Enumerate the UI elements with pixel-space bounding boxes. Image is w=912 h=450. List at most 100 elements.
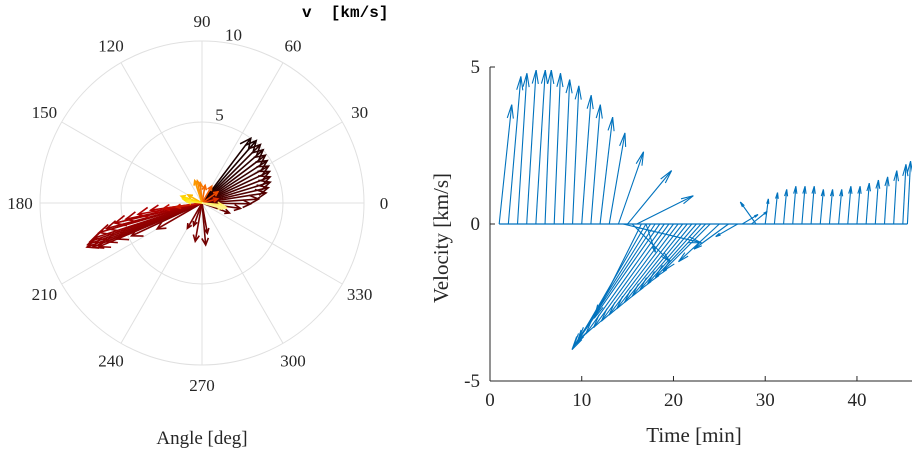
angle-tick-label: 150 [32,103,58,122]
feather-vector [906,161,912,225]
feather-vector-head [766,198,770,204]
compass-arrow-head [251,148,265,162]
feather-vector-head [784,189,789,197]
compass-arrow-shaft [176,202,203,208]
compass-arrow-shaft [201,165,269,204]
feather-vector-head [585,320,597,335]
feather-vector-head [848,186,853,194]
angle-tick-label: 30 [351,103,368,122]
angle-tick-label: 180 [7,194,33,213]
compass-arrow-shaft [201,144,261,204]
feather-vector-head [572,333,584,347]
feather-vector [693,223,729,250]
compass-arrow-head [186,193,194,200]
feather-vector [741,214,759,225]
compass-arrow-head [257,170,272,182]
x-tick-label: 30 [756,390,775,411]
compass-arrow-head [192,234,200,244]
feather-vector [764,198,769,225]
feather-vector [572,85,580,225]
feather-vector [581,95,592,225]
feather-vector-head [635,151,645,166]
feather-vector-head [875,179,881,189]
compass-arrow-head [244,139,258,153]
feather-vectors [498,69,912,350]
angle-tick-label: 330 [347,285,373,304]
feather-vector-head [631,283,644,297]
feather-vector-head [866,183,871,192]
x-tick-label: 0 [485,390,495,411]
feather-vector [599,117,614,225]
compass-arrow-head [212,190,220,197]
feather-vector-head [884,176,890,187]
compass-arrow-head [254,188,268,201]
feather-vector [553,73,562,225]
radial-gridline [120,121,284,285]
feather-vector [631,223,693,297]
compass-arrow-head [155,220,167,230]
feather-vector-head [577,327,589,341]
angle-tick-label: 240 [98,352,124,371]
feather-vector-head [586,95,594,110]
y-tick-label: 5 [471,57,481,78]
feather-vector [498,104,513,225]
radial-tick-label: 10 [225,26,242,45]
feather-vector [636,195,694,225]
feather-vector [856,186,861,225]
feather-vector-head [565,79,573,94]
feather-vector-head [540,69,549,85]
polar-tick-labels: 5 10 0 30 60 90 120 150 180 210 240 270 300 330 [7,12,388,395]
y-tick-label: 0 [471,214,481,235]
tick-labels: 0 10 20 30 40-505 [464,57,866,411]
compass-arrow-shaft [201,198,259,204]
compass-arrow-shaft [201,202,223,210]
compass-arrow-shaft [201,192,267,204]
angle-tick-label: 90 [194,12,211,31]
feather-vector-head [506,104,514,119]
feather-vector-head [616,295,628,310]
feather-vector [865,183,870,225]
feather-vector-head [793,186,798,194]
compass-arrow-shaft [201,140,257,204]
y-tick-label: -5 [464,371,480,392]
feather-vector [847,186,852,225]
feather-vector [608,132,626,225]
feather-vector [715,223,738,238]
compass-arrow-head [193,178,199,186]
compass-arrow-head [258,175,272,187]
feather-vector-head [600,308,613,322]
feather-vector [792,186,797,225]
compass-arrow-shaft [201,137,252,204]
feather-vector [819,189,824,225]
compass-arrow-head [113,214,128,227]
feather-vector [828,189,834,225]
feather-vector-head [516,76,524,91]
feather-vector [639,223,697,291]
y-axis-label: Velocity [km/s] [429,173,453,303]
feather-vector [654,223,706,278]
polar-x-axis-label: Angle [deg] [156,428,247,449]
compass-arrow-shaft [201,202,207,246]
feather-plot: 0 10 20 30 40-505 Time [min] Velocity [km/s] [429,57,912,447]
feather-vector-head [839,189,844,197]
angle-tick-label: 120 [98,36,124,55]
feather-vector-head [678,252,689,263]
feather-vector-head [857,186,862,194]
feather-vector [739,201,757,225]
feather-vector [526,70,537,225]
feather-vector [773,192,779,225]
angle-tick-label: 60 [285,36,302,55]
feather-vector [810,186,815,225]
angle-tick-label: 0 [380,194,389,213]
feather-vector [577,223,661,341]
compass-arrow-head [184,198,192,205]
angle-tick-label: 210 [32,285,58,304]
feather-vector [801,186,806,225]
compass-arrow-head [186,222,193,230]
feather-vector [562,79,571,225]
feather-vector [883,176,889,225]
radial-axis-label: v [km/s] [302,4,388,22]
feather-vector-head [662,259,675,272]
feather-vector-head [693,242,703,250]
feather-vector-head [608,302,621,316]
